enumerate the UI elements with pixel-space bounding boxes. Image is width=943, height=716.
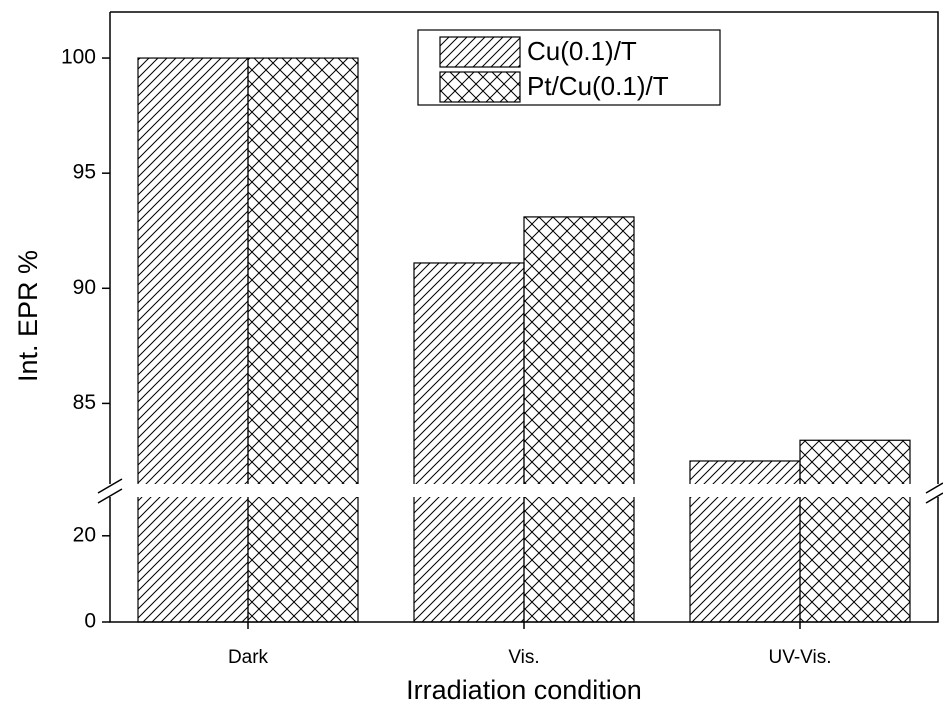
bar: [523, 216, 635, 623]
x-tick-label: UV-Vis.: [768, 647, 831, 668]
y-tick-label: 90: [73, 276, 96, 299]
y-tick-label: 20: [73, 523, 96, 546]
legend-swatch: [439, 36, 521, 68]
legend-swatch: [439, 71, 521, 103]
legend-label: Cu(0.1)/T: [527, 36, 637, 66]
legend-label: Pt/Cu(0.1)/T: [527, 71, 669, 101]
axes: 0 20 85 90 95 100 Dark Vis. UV-Vis.: [61, 46, 832, 668]
bar: [137, 57, 249, 623]
bar: [413, 262, 525, 623]
x-axis-label: Irradiation condition: [406, 675, 642, 705]
axis-break-mark: [97, 478, 943, 504]
legend-items: Cu(0.1)/T Pt/Cu(0.1)/T: [439, 36, 669, 103]
x-tick-label: Dark: [228, 647, 269, 668]
bar: [247, 57, 359, 623]
y-axis-label: Int. EPR %: [13, 250, 43, 382]
axis-break-band: [100, 484, 943, 497]
y-tick-label: 85: [73, 391, 96, 414]
y-tick-label: 0: [84, 610, 96, 633]
x-tick-label: Vis.: [508, 647, 539, 668]
y-tick-label: 95: [73, 161, 96, 184]
bars: [137, 57, 911, 623]
bar: [799, 439, 911, 623]
y-tick-label: 100: [61, 46, 96, 69]
